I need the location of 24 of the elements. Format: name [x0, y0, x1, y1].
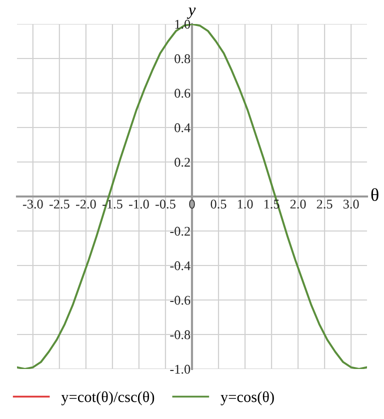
y-axis-title: y [186, 8, 196, 19]
legend-label: y=cos(θ) [220, 391, 274, 406]
y-tick-label: -0.8 [170, 330, 190, 340]
x-tick-label: 2.5 [316, 200, 332, 209]
legend-label: y=cot(θ)/csc(θ) [61, 391, 154, 406]
y-tick-label: 0.6 [174, 88, 190, 98]
y-tick-label: -0.2 [170, 226, 190, 236]
x-tick-label: -2.5 [49, 200, 70, 209]
x-tick-label: 2.0 [290, 200, 306, 209]
x-tick-label: 1.0 [238, 200, 253, 209]
x-tick-label: -2.0 [76, 200, 96, 209]
y-tick-label: 0.2 [174, 158, 190, 167]
y-tick-label: -0.6 [170, 296, 190, 305]
x-tick-label: 0.5 [210, 200, 226, 209]
x-tick-label: -3.0 [22, 200, 43, 209]
y-tick-label: -0.4 [170, 261, 190, 270]
x-tick-label: -0.5 [156, 200, 176, 209]
x-tick-label: -1.0 [129, 200, 149, 209]
y-tick-label: -1.0 [170, 364, 190, 374]
y-tick-label: 0.8 [174, 54, 190, 64]
x-tick-label: 3.0 [343, 200, 359, 209]
x-axis-title: θ [371, 188, 378, 202]
y-tick-label: 0.4 [174, 123, 190, 132]
x-tick-label: 0 [189, 200, 195, 209]
